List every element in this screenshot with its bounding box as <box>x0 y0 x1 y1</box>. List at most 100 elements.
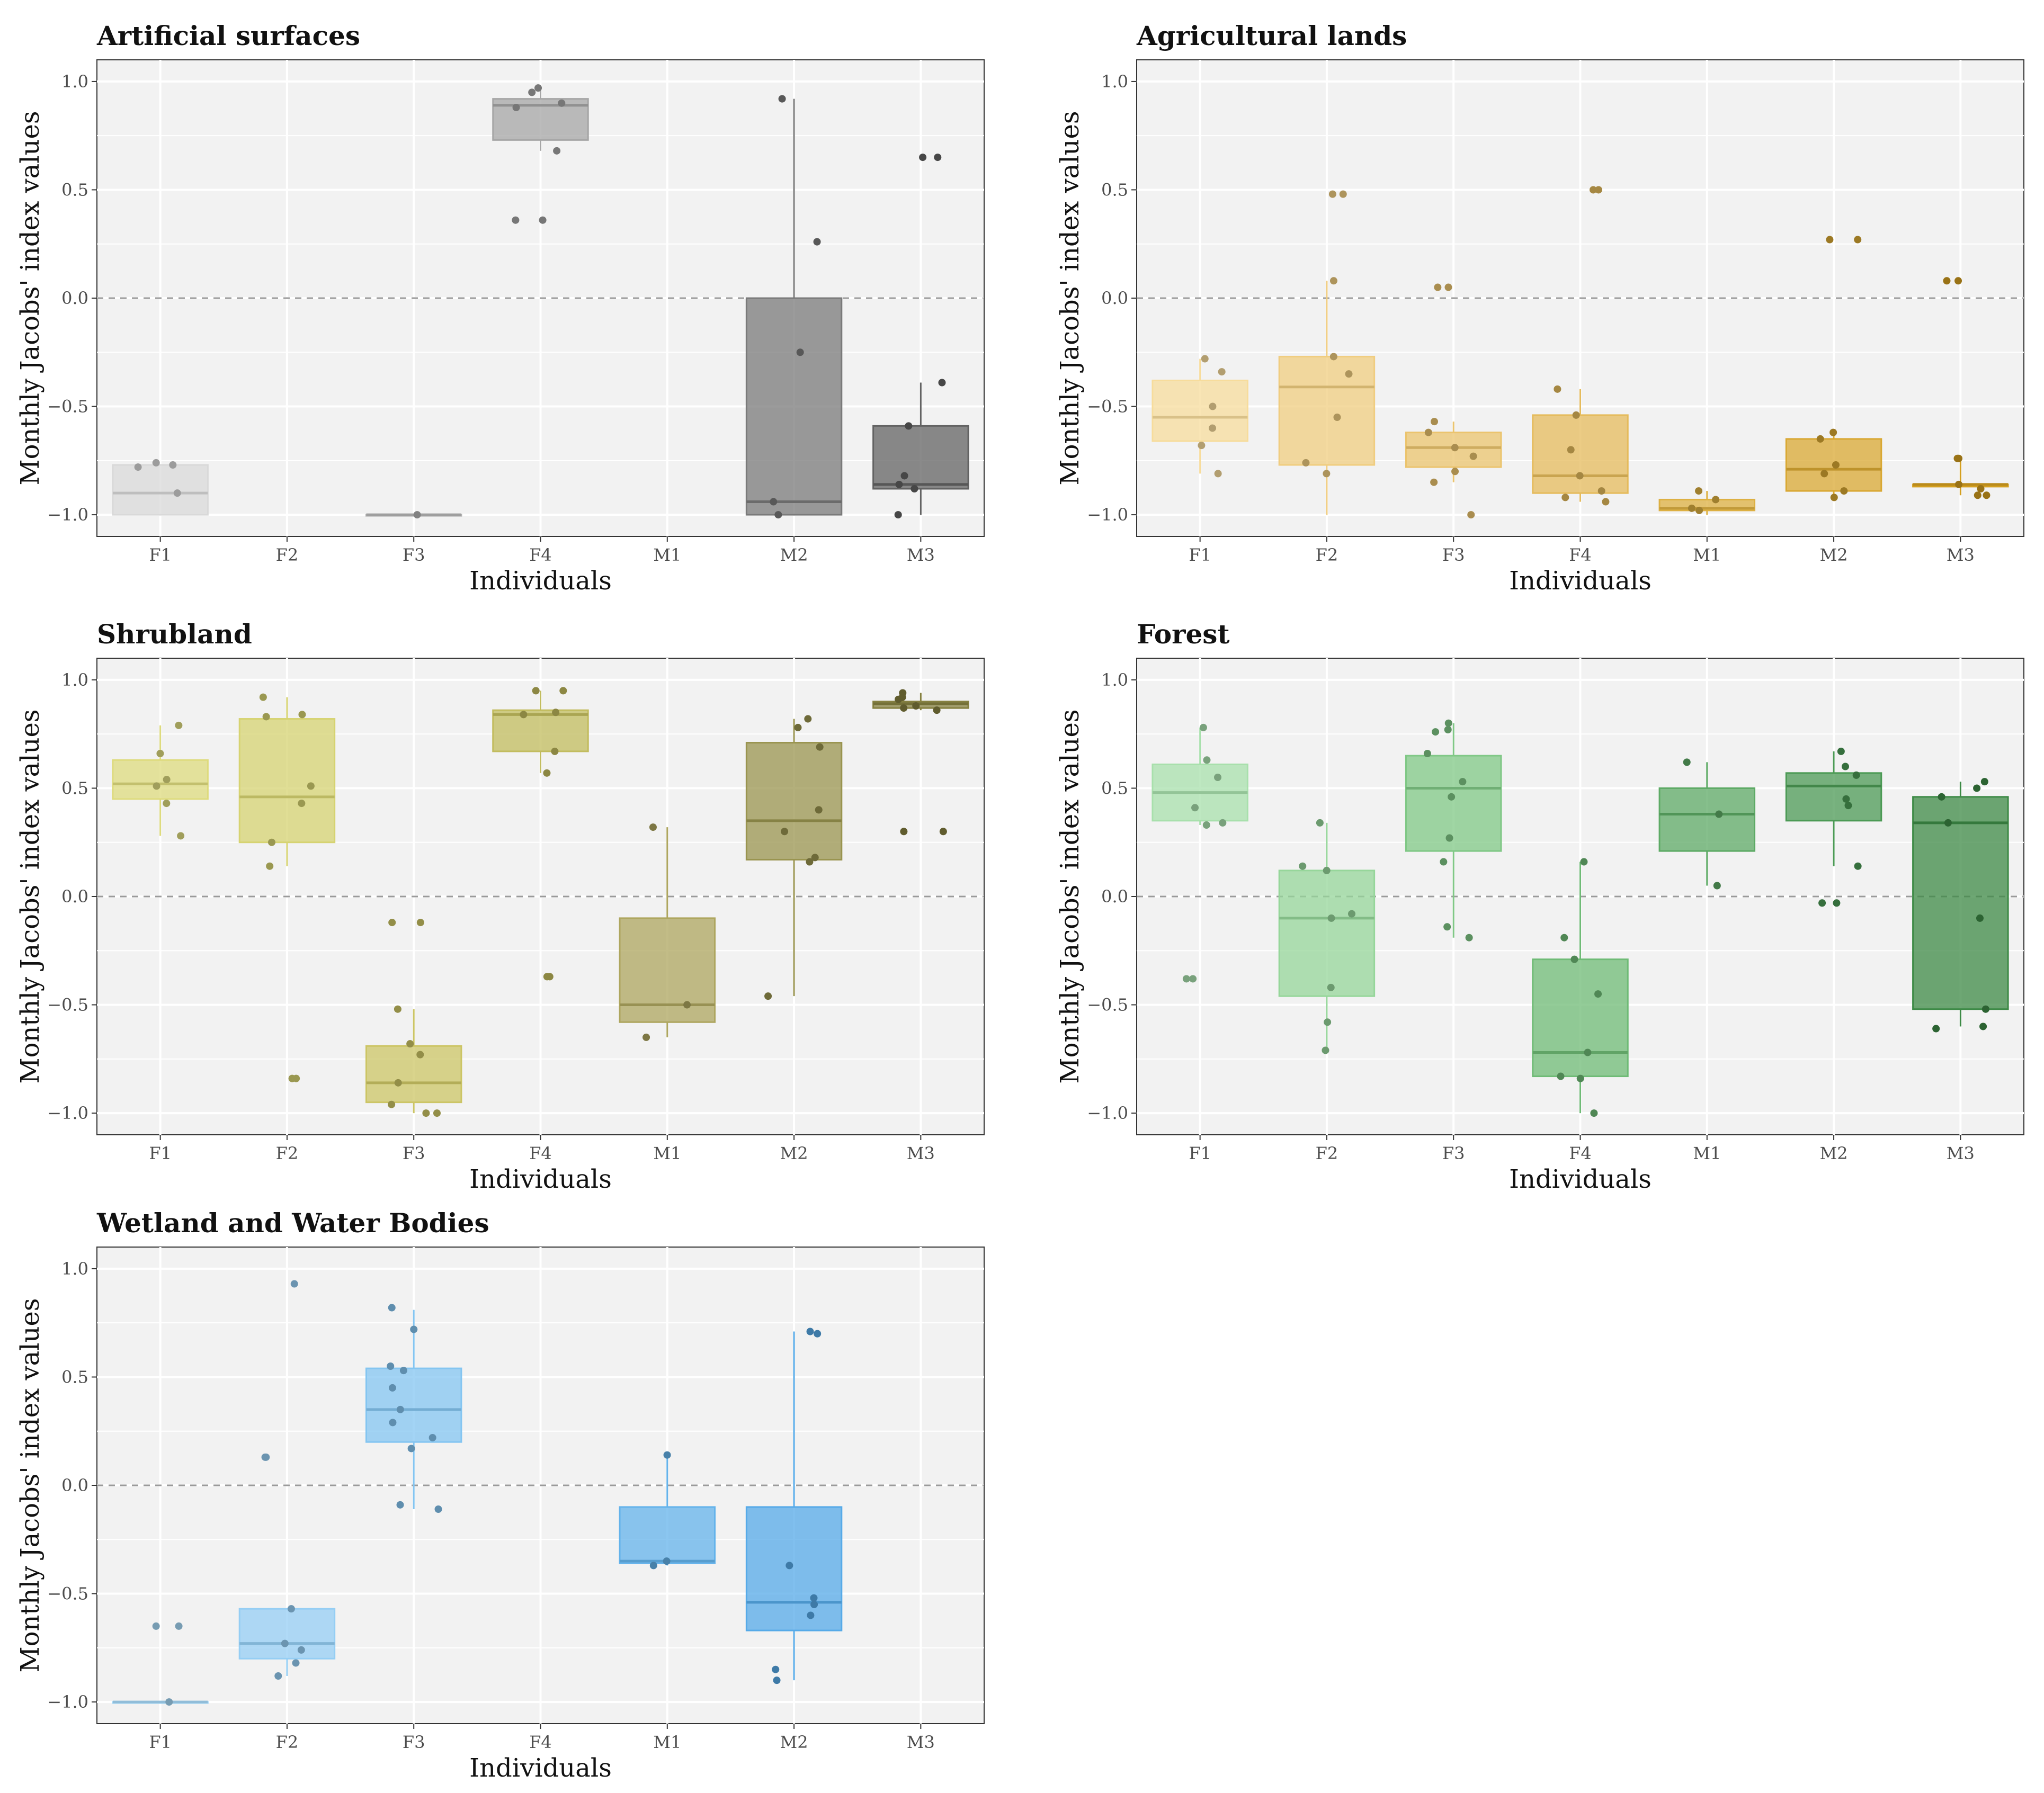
y-tick-label: 0.5 <box>61 778 88 798</box>
data-point <box>813 238 821 246</box>
data-point-shade <box>262 713 270 721</box>
data-point <box>1580 858 1588 866</box>
data-point <box>1324 1018 1332 1026</box>
box-m2 <box>745 95 843 519</box>
data-point-shade <box>134 463 142 471</box>
data-point-shade <box>1182 975 1190 983</box>
box-m1 <box>619 823 716 1041</box>
data-point <box>794 723 802 731</box>
data-point <box>387 1362 395 1370</box>
data-point-shade <box>1444 719 1452 727</box>
data-point <box>1423 750 1431 757</box>
chart-panel-4: 1.0 0.5 0.0 −0.5 −1.0 F1 F2 F3 F4 M1 M2 M3 Wetland a… <box>15 1207 985 1783</box>
y-axis-title: Monthly Jacobs' index values <box>15 1298 45 1672</box>
data-point <box>434 1505 442 1513</box>
data-point-shade <box>266 862 274 870</box>
data-point-shade <box>900 828 908 836</box>
data-point <box>1209 402 1217 410</box>
data-point-shade <box>1348 910 1356 918</box>
data-point <box>1713 882 1721 890</box>
data-point <box>1348 910 1356 918</box>
data-point <box>773 1677 781 1684</box>
data-point-shade <box>1567 446 1575 454</box>
y-tick-label: 0.0 <box>61 886 88 907</box>
x-tick-label-m1: M1 <box>1693 545 1721 565</box>
data-point-shade <box>399 1367 407 1375</box>
y-axis-title: Monthly Jacobs' index values <box>15 709 45 1083</box>
data-point-shade <box>1570 955 1578 963</box>
box-body <box>745 1506 843 1631</box>
data-point <box>933 706 941 714</box>
data-point-shade <box>520 711 528 719</box>
box-body <box>745 742 843 860</box>
x-tick-label-f1: F1 <box>149 1143 172 1163</box>
data-point-shade <box>1955 480 1963 488</box>
data-point <box>1345 370 1353 378</box>
data-point <box>1299 862 1307 870</box>
box-body <box>112 759 209 800</box>
data-point <box>266 862 274 870</box>
data-point-shade <box>152 459 160 467</box>
data-point-shade <box>388 919 396 927</box>
y-tick-label: 0.0 <box>61 288 88 308</box>
data-point-shade <box>811 854 819 862</box>
data-point <box>1980 778 1988 786</box>
data-point <box>1938 793 1945 801</box>
box-m2 <box>1785 747 1882 907</box>
data-point <box>683 1001 691 1009</box>
data-point-shade <box>778 95 786 103</box>
data-point-shade <box>1977 485 1985 492</box>
data-point <box>905 422 913 430</box>
data-point <box>292 1659 300 1667</box>
data-point <box>900 828 908 836</box>
data-point-shade <box>1852 771 1860 779</box>
data-point-shade <box>546 973 554 981</box>
data-point-shade <box>649 1562 657 1570</box>
data-point <box>1932 1025 1940 1033</box>
data-point-shade <box>1837 747 1845 755</box>
data-point-shade <box>1943 277 1951 285</box>
x-tick-label-m2: M2 <box>780 545 808 565</box>
x-tick-label-m1: M1 <box>653 545 681 565</box>
data-point-shade <box>297 1646 305 1654</box>
data-point-shade <box>1424 428 1432 436</box>
x-tick-label-f3: F3 <box>1442 1143 1465 1163</box>
box-f1 <box>112 459 209 516</box>
data-point <box>1955 454 1963 462</box>
data-point <box>407 1445 415 1453</box>
x-tick-label-f4: F4 <box>529 1143 552 1163</box>
box-f4 <box>492 687 589 981</box>
data-point <box>649 823 657 831</box>
data-point <box>388 1384 396 1392</box>
data-point-shade <box>292 1659 300 1667</box>
data-point-shade <box>1201 355 1209 363</box>
data-point <box>532 687 540 695</box>
data-point <box>778 95 786 103</box>
data-point-shade <box>1219 819 1227 827</box>
data-point-shade <box>1329 277 1337 285</box>
data-point <box>281 1639 289 1647</box>
box-body <box>745 297 843 516</box>
data-point <box>512 104 520 111</box>
data-point-shade <box>1818 899 1826 907</box>
box-body <box>238 1608 336 1660</box>
data-point <box>1189 975 1197 983</box>
data-point-shade <box>1842 795 1850 803</box>
data-point <box>1451 468 1459 476</box>
data-point <box>1214 470 1222 478</box>
data-point <box>1594 186 1602 194</box>
data-point <box>1557 1072 1565 1080</box>
data-point-shade <box>1345 370 1353 378</box>
data-point-shade <box>895 480 903 488</box>
data-point <box>1816 435 1824 443</box>
data-point <box>396 1405 404 1413</box>
data-point <box>934 154 942 162</box>
data-point-shade <box>173 489 181 497</box>
data-point-shade <box>551 747 559 755</box>
x-tick-label-f2: F2 <box>276 1143 299 1163</box>
data-point-shade <box>939 828 947 836</box>
x-tick-label-f4: F4 <box>1569 1143 1592 1163</box>
data-point <box>900 704 908 712</box>
box-body <box>872 425 969 490</box>
data-point <box>1590 1109 1598 1117</box>
